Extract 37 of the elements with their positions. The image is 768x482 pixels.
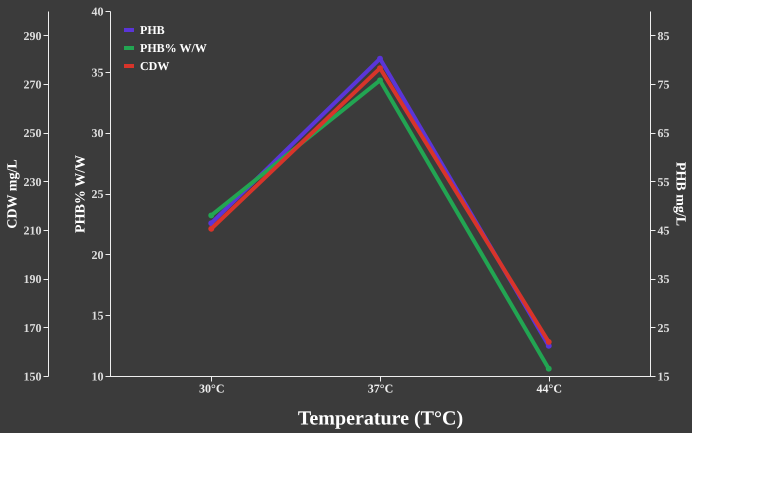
y2-tick-label: 15 — [658, 370, 670, 384]
y-tick-label: 25 — [92, 187, 104, 201]
y2-tick-label: 65 — [658, 126, 670, 140]
point — [546, 338, 552, 345]
point — [546, 366, 552, 372]
y-tick-label: 15 — [92, 308, 104, 323]
x-tick-label: 44°C — [536, 382, 562, 396]
y3-tick-label: 230 — [24, 174, 42, 189]
y3-tick-label: 190 — [24, 272, 42, 286]
x-tick-label: 37°C — [368, 382, 394, 396]
y3-tick-label: 170 — [24, 320, 42, 335]
y2-tick-label: 75 — [658, 78, 670, 92]
y3-tick-label: 290 — [24, 28, 42, 43]
y-tick-label: 30 — [92, 126, 104, 140]
y-axis-title: PHB% W/W — [74, 155, 88, 233]
y3-tick-label: 250 — [24, 126, 42, 140]
y3-tick-label: 150 — [24, 370, 42, 384]
y-tick-label: 40 — [92, 4, 104, 18]
legend-label: CDW — [140, 59, 170, 73]
y-tick-label: 10 — [92, 370, 104, 384]
legend-label: PHB — [140, 23, 165, 37]
y2-tick-label: 25 — [658, 320, 670, 335]
y2-axis-title: PHB mg/L — [672, 162, 688, 226]
y-tick-label: 20 — [92, 248, 104, 262]
y3-tick-label: 210 — [24, 224, 42, 238]
legend-label: PHB% W/W — [140, 41, 207, 55]
y2-tick-label: 55 — [658, 174, 670, 189]
y2-tick-label: 45 — [658, 224, 670, 238]
y3-tick-label: 270 — [24, 78, 42, 92]
y2-tick-label: 85 — [658, 28, 670, 43]
y2-tick-label: 35 — [658, 272, 670, 286]
point — [208, 226, 214, 232]
y3-axis-title: CDW mg/L — [6, 159, 20, 229]
x-tick-label: 30°C — [199, 382, 224, 396]
y-tick-label: 35 — [92, 65, 104, 80]
point — [208, 212, 214, 218]
x-axis-title: Temperature (T°C) — [298, 408, 464, 430]
